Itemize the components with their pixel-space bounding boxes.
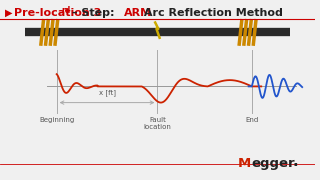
Text: M: M [238, 157, 251, 170]
Text: ARM: ARM [124, 8, 152, 18]
Text: Arc Reflection Method: Arc Reflection Method [140, 8, 283, 18]
Text: x [ft]: x [ft] [99, 89, 116, 96]
Text: ▶: ▶ [5, 8, 12, 18]
Text: Beginning: Beginning [39, 117, 74, 123]
Text: Pre-location 3: Pre-location 3 [14, 8, 101, 18]
Text: – Step:: – Step: [68, 8, 118, 18]
Text: .: . [293, 154, 298, 169]
Text: Fault
location: Fault location [143, 117, 171, 130]
Text: rd: rd [61, 6, 71, 15]
Text: End: End [245, 117, 259, 123]
Text: egger: egger [252, 157, 295, 170]
